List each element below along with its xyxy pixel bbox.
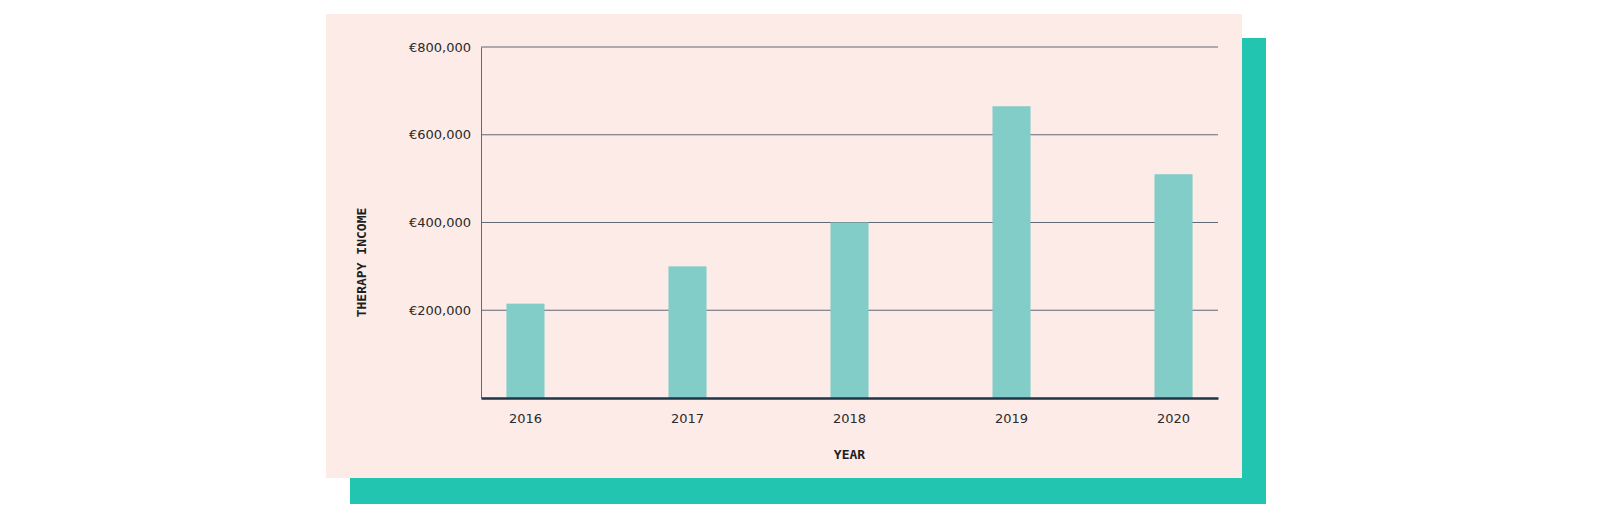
x-tick: 2019 [995, 398, 1028, 426]
bar [992, 106, 1030, 398]
y-axis-title: THERAPY INCOME [354, 208, 369, 318]
y-tick: €200,000 [409, 303, 481, 318]
x-tick: 2016 [509, 398, 542, 426]
x-tick: 2020 [1157, 398, 1190, 426]
bar [1154, 174, 1192, 398]
x-tick: 2017 [671, 398, 704, 426]
x-tick: 2018 [833, 398, 866, 426]
y-tick-label: €200,000 [409, 303, 471, 318]
grid-line [481, 134, 1218, 135]
bar [830, 223, 868, 399]
y-tick-label: €800,000 [409, 40, 471, 55]
y-axis: €200,000 €400,000 €600,000 €800,000 [409, 40, 482, 399]
y-axis-line [481, 48, 482, 399]
x-tick-label: 2018 [833, 411, 866, 426]
y-tick-label: €400,000 [409, 215, 471, 230]
x-tick-label: 2020 [1157, 411, 1190, 426]
y-tick-label: €600,000 [409, 127, 471, 142]
x-axis: 2016 2017 2018 2019 2020 [482, 398, 1219, 426]
chart: €200,000 €400,000 €600,000 €800,000 2016 2017… [0, 0, 1600, 530]
grid-line [481, 46, 1218, 47]
x-axis-title: YEAR [834, 447, 865, 462]
y-tick: €600,000 [409, 127, 481, 142]
panel [326, 14, 1242, 478]
y-tick: €400,000 [409, 215, 481, 230]
y-tick: €800,000 [409, 40, 481, 55]
x-axis-line [482, 397, 1219, 400]
bars [506, 106, 1192, 398]
x-tick-label: 2019 [995, 411, 1028, 426]
bar [668, 266, 706, 398]
x-tick-label: 2017 [671, 411, 704, 426]
bar [506, 304, 544, 398]
x-tick-label: 2016 [509, 411, 542, 426]
